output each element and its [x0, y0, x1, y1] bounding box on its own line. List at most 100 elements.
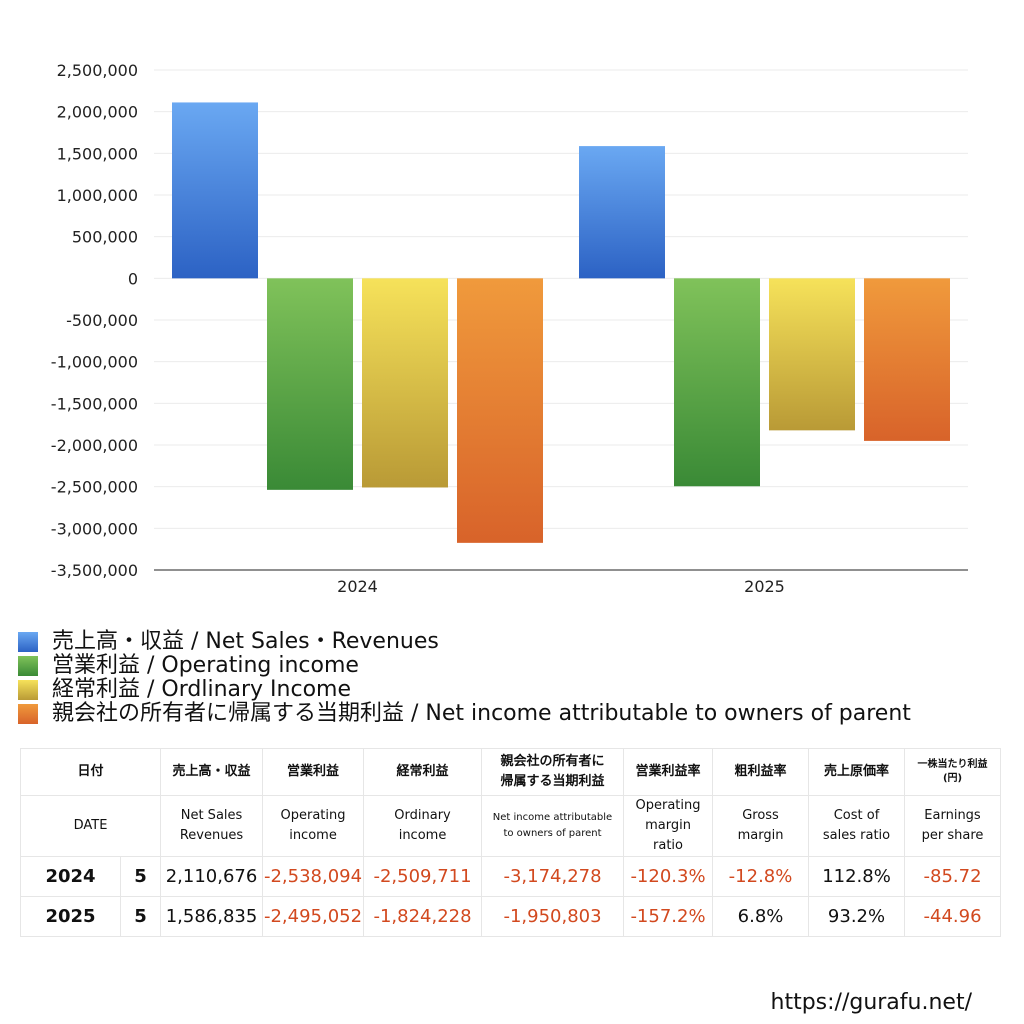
header-net-en: Net income attributable to owners of par… [481, 795, 625, 857]
cell-year: 2024 [20, 856, 121, 897]
y-tick-label: -500,000 [66, 311, 138, 330]
header-eps-jp-line1: 一株当たり利益 [917, 759, 988, 770]
y-tick-label: -3,500,000 [51, 561, 138, 580]
table-row: 2024 5 2,110,676 -2,538,094 -2,509,711 -… [20, 856, 1002, 897]
cell-gm: -12.8% [712, 856, 810, 897]
cell-eps: -44.96 [904, 896, 1002, 937]
legend-item-operating: 営業利益 / Operating income [18, 654, 911, 678]
header-ordinary-en: Ordinary income [363, 795, 483, 857]
cell-month: 5 [119, 856, 162, 897]
y-tick-label: -1,000,000 [51, 353, 138, 372]
header-cost-en-line1: Cost of [833, 808, 880, 823]
cell-year: 2025 [20, 896, 121, 937]
legend-label-operating: 営業利益 / Operating income [52, 653, 359, 678]
bar-net-2025 [864, 278, 950, 441]
header-net-jp-line1: 親会社の所有者に [500, 754, 605, 769]
table-header-en: DATE Net Sales Revenues Operating income… [19, 795, 1002, 857]
cell-ordinary: -2,509,711 [363, 856, 483, 897]
y-axis-ticks: 2,500,000 2,000,000 1,500,000 1,000,000 500,… [51, 61, 138, 580]
header-eps-en-line1: Earnings [924, 808, 981, 823]
bar-sales-2024 [172, 102, 258, 279]
cell-gm: 6.8% [712, 896, 810, 937]
cell-sales: 2,110,676 [160, 856, 264, 897]
header-sales-en: Net Sales Revenues [160, 795, 264, 857]
legend-swatch-net [18, 704, 38, 724]
cell-opm: -157.2% [623, 896, 714, 937]
header-eps-jp-line2: (円) [942, 773, 963, 784]
y-tick-label: 0 [128, 269, 138, 288]
header-opm-en-line2: margin [645, 818, 691, 833]
header-operating-en: Operating income [262, 795, 365, 857]
header-eps-en-line2: per share [921, 828, 984, 843]
legend-label-ordinary: 経常利益 / Ordlinary Income [52, 677, 351, 702]
cell-cost: 93.2% [808, 896, 906, 937]
y-tick-label: 2,000,000 [57, 103, 138, 122]
header-opm-en-line1: Operating [635, 798, 701, 813]
header-opm-en: Operating margin ratio [623, 795, 714, 857]
y-tick-label: -2,500,000 [51, 478, 138, 497]
bar-ordinary-2025 [769, 278, 855, 431]
header-operating-en-line1: Operating [280, 808, 346, 823]
legend-swatch-ordinary [18, 680, 38, 700]
header-ordinary-en-line2: income [398, 828, 447, 843]
bar-operating-2025 [674, 278, 760, 487]
cell-month: 5 [119, 896, 162, 937]
cell-sales: 1,586,835 [160, 896, 264, 937]
y-tick-label: -3,000,000 [51, 519, 138, 538]
cell-operating: -2,495,052 [262, 896, 365, 937]
header-sales-en-line1: Net Sales [180, 808, 243, 823]
cell-ordinary: -1,824,228 [363, 896, 483, 937]
cell-operating: -2,538,094 [262, 856, 365, 897]
source-url: https://gurafu.net/ [770, 990, 973, 1015]
y-tick-label: 2,500,000 [57, 61, 138, 80]
cell-eps: -85.72 [904, 856, 1002, 897]
legend: 売上高・収益 / Net Sales・Revenues 営業利益 / Opera… [18, 630, 911, 726]
bar-net-2024 [457, 278, 543, 543]
y-tick-label: -1,500,000 [51, 394, 138, 413]
header-sales-en-line2: Revenues [179, 828, 244, 843]
cell-net: -1,950,803 [481, 896, 625, 937]
y-tick-label: 500,000 [72, 228, 138, 247]
x-tick-label: 2024 [337, 577, 378, 596]
header-gm-jp: 粗利益率 [712, 748, 810, 796]
x-tick-label: 2025 [744, 577, 785, 596]
header-operating-en-line2: income [289, 828, 337, 843]
y-tick-label: 1,000,000 [57, 186, 138, 205]
bars [172, 102, 950, 543]
header-opm-jp: 営業利益率 [623, 748, 714, 796]
cell-net: -3,174,278 [481, 856, 625, 897]
table-header-jp: 日付 売上高・収益 営業利益 経常利益 親会社の所有者に 帰属する当期利益 営業… [19, 748, 1002, 796]
x-axis-ticks: 2024 2025 [337, 577, 785, 596]
legend-label-net: 親会社の所有者に帰属する当期利益 / Net income attributab… [52, 701, 911, 726]
cell-opm: -120.3% [623, 856, 714, 897]
header-gm-en-line2: margin [737, 828, 784, 843]
bar-ordinary-2024 [362, 278, 448, 488]
bar-sales-2025 [579, 146, 665, 279]
financial-table: 日付 売上高・収益 営業利益 経常利益 親会社の所有者に 帰属する当期利益 営業… [19, 748, 1002, 937]
header-cost-en-line2: sales ratio [822, 828, 891, 843]
header-gm-en: Gross margin [712, 795, 810, 857]
y-tick-label: -2,000,000 [51, 436, 138, 455]
header-date-en: DATE [19, 795, 162, 857]
header-ordinary-en-line1: Ordinary [394, 808, 451, 823]
header-net-en-line2: to owners of parent [503, 828, 602, 839]
header-net-jp-line2: 帰属する当期利益 [500, 774, 605, 789]
legend-label-sales: 売上高・収益 / Net Sales・Revenues [52, 629, 439, 654]
bar-operating-2024 [267, 278, 353, 490]
header-cost-en: Cost of sales ratio [808, 795, 906, 857]
legend-item-sales: 売上高・収益 / Net Sales・Revenues [18, 630, 911, 654]
header-operating-jp: 営業利益 [262, 748, 365, 796]
y-tick-label: 1,500,000 [57, 144, 138, 163]
legend-item-net: 親会社の所有者に帰属する当期利益 / Net income attributab… [18, 702, 911, 726]
legend-swatch-sales [18, 632, 38, 652]
header-eps-en: Earnings per share [904, 795, 1002, 857]
header-eps-jp: 一株当たり利益 (円) [904, 748, 1002, 796]
header-gm-en-line1: Gross [742, 808, 779, 823]
header-opm-en-line3: ratio [653, 838, 683, 853]
header-date-jp: 日付 [19, 748, 162, 796]
header-net-en-line1: Net income attributable [492, 812, 613, 823]
header-ordinary-jp: 経常利益 [363, 748, 483, 796]
header-cost-jp: 売上原価率 [808, 748, 906, 796]
header-net-jp: 親会社の所有者に 帰属する当期利益 [481, 748, 625, 796]
table-row: 2025 5 1,586,835 -2,495,052 -1,824,228 -… [20, 896, 1002, 937]
